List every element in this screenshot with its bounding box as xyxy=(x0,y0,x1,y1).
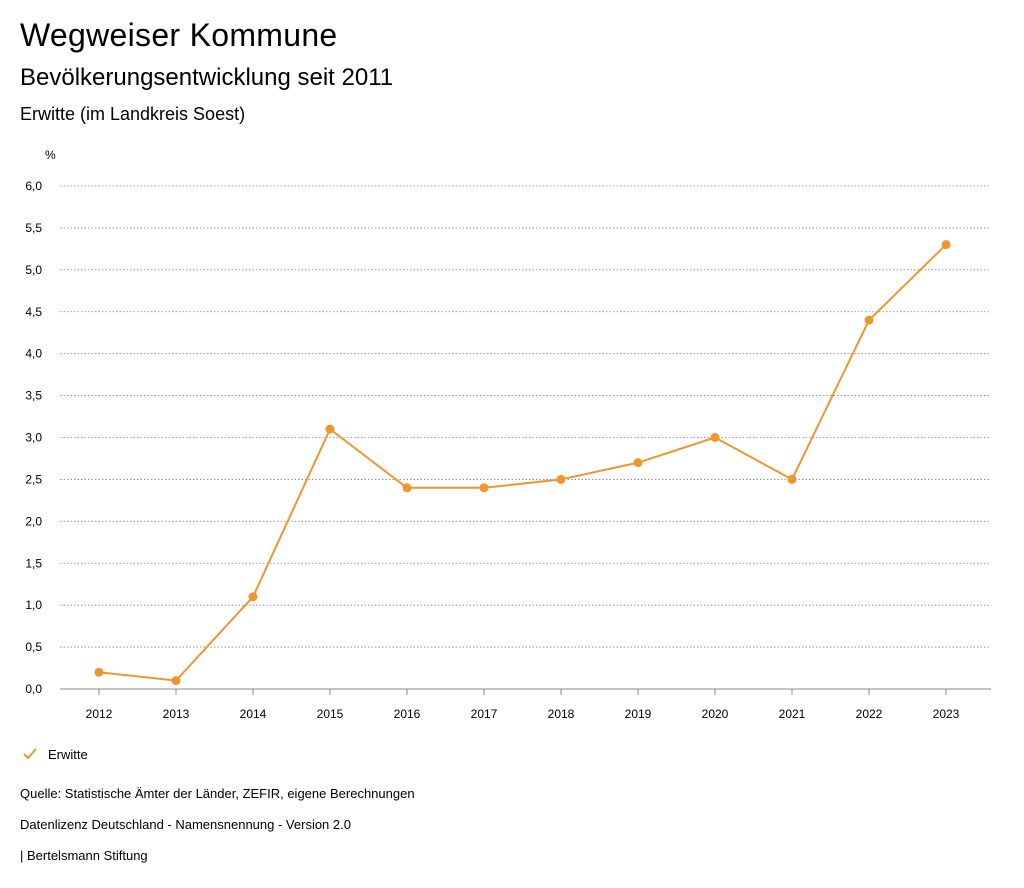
y-tick-label: 5,0 xyxy=(25,263,42,277)
data-point xyxy=(171,676,181,686)
x-tick-label: 2021 xyxy=(779,707,806,721)
data-point xyxy=(864,315,874,325)
series-line-erwitte xyxy=(98,243,947,682)
page-title: Wegweiser Kommune xyxy=(20,17,338,53)
x-tick-label: 2022 xyxy=(856,707,883,721)
y-tick-label: 1,0 xyxy=(25,598,42,612)
y-tick-label: 4,0 xyxy=(25,347,42,361)
data-point xyxy=(94,667,104,677)
x-tick-label: 2013 xyxy=(163,707,190,721)
source-note: Quelle: Statistische Ämter der Länder, Z… xyxy=(20,786,415,801)
x-tick-label: 2023 xyxy=(933,707,960,721)
line-chart: % 0,0 0,5 1,0 1,5 2,0 2,5 3,0 3,5 4,0 4,5 5,0 5,5 6,0… xyxy=(25,148,991,721)
x-tick-label: 2012 xyxy=(86,707,113,721)
y-tick-label: 2,5 xyxy=(25,472,42,486)
data-point xyxy=(402,483,412,493)
y-tick-label: 6,0 xyxy=(25,179,42,193)
x-tick-label: 2015 xyxy=(317,707,344,721)
y-tick-label: 5,5 xyxy=(25,221,42,235)
x-tick-label: 2019 xyxy=(625,707,652,721)
y-tick-label: 1,5 xyxy=(25,556,42,570)
y-tick-label: 4,5 xyxy=(25,305,42,319)
y-tick-label: 2,0 xyxy=(25,514,42,528)
data-point xyxy=(248,592,258,602)
data-point xyxy=(479,483,489,493)
x-tick-label: 2016 xyxy=(394,707,421,721)
chart-subtitle: Bevölkerungsentwicklung seit 2011 xyxy=(20,64,394,91)
check-icon xyxy=(23,748,37,760)
data-point xyxy=(633,458,643,468)
x-tick-label: 2017 xyxy=(471,707,498,721)
data-point xyxy=(941,240,951,250)
location-label: Erwitte (im Landkreis Soest) xyxy=(20,104,246,124)
data-point xyxy=(325,424,335,434)
data-point xyxy=(556,474,566,484)
x-tick-label: 2014 xyxy=(240,707,267,721)
x-tick-label: 2020 xyxy=(702,707,729,721)
publisher-note: | Bertelsmann Stiftung xyxy=(20,848,148,863)
x-tick-label: 2018 xyxy=(548,707,575,721)
y-axis-label: % xyxy=(45,148,56,162)
legend-label: Erwitte xyxy=(48,746,88,762)
y-tick-label: 0,5 xyxy=(25,640,42,654)
license-note: Datenlizenz Deutschland - Namensnennung … xyxy=(20,817,351,832)
data-point xyxy=(787,474,797,484)
legend-item-erwitte[interactable]: Erwitte xyxy=(22,746,88,762)
data-point xyxy=(710,433,720,442)
y-tick-label: 3,5 xyxy=(25,389,42,403)
y-tick-label: 0,0 xyxy=(25,682,42,696)
y-tick-label: 3,0 xyxy=(25,431,42,445)
